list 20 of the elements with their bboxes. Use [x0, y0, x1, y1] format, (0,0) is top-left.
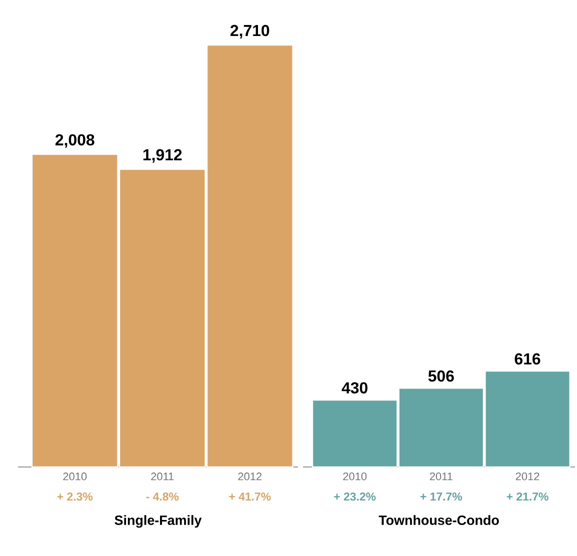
x-tick-label: 2010 [343, 472, 367, 480]
text: + 2.3% [57, 492, 93, 501]
x-axis-title: Townhouse-Condo [378, 515, 499, 525]
text: - 4.8% [146, 492, 179, 501]
x-tick-label: 2012 [238, 472, 262, 480]
data-label: 430 [342, 382, 368, 394]
data-label: 2,710 [230, 24, 270, 38]
text: + 17.7% [420, 492, 462, 501]
text: + 41.7% [229, 492, 271, 501]
x-axis-title: Single-Family [114, 515, 202, 528]
text: + 23.2% [334, 492, 376, 501]
data-label: 616 [514, 353, 540, 365]
x-tick-label: 2011 [430, 472, 452, 480]
x-tick-label: 2012 [516, 472, 540, 480]
text: + 21.7% [506, 492, 548, 501]
data-label: 1,912 [143, 149, 182, 163]
data-label: 2,008 [55, 134, 94, 148]
data-label: 506 [428, 370, 454, 382]
x-tick-label: 2011 [151, 472, 174, 480]
x-tick-label: 2010 [63, 472, 87, 480]
